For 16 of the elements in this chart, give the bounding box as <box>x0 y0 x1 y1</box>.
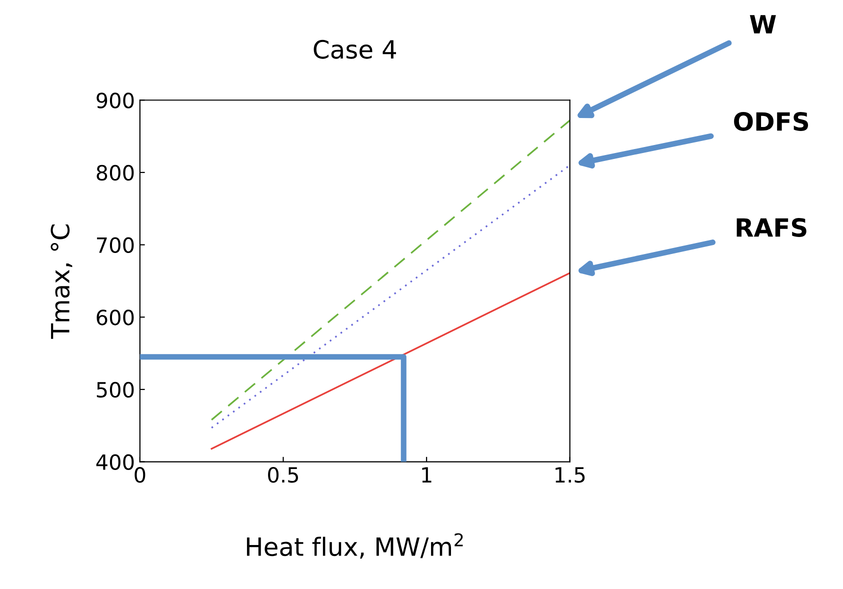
x-tick-label: 1 <box>422 467 432 482</box>
x-tick-label: 0.5 <box>268 467 298 483</box>
text: ODFS <box>734 112 808 131</box>
text: RAFS <box>736 218 806 237</box>
y-tick-label: 700 <box>97 237 134 253</box>
y-tick-label: 900 <box>96 92 134 108</box>
y-axis-title: Tmax, °C <box>50 224 72 339</box>
chart-title: Case 4 <box>314 40 396 59</box>
y-tick-label: 600 <box>96 310 134 326</box>
y-tick-label: 800 <box>96 164 134 181</box>
x-axis-title: Heat flux, MW/m$^{2}$ <box>246 533 463 559</box>
x-tick-label: 0 <box>134 467 146 483</box>
y-tick-label: 500 <box>96 382 134 398</box>
text: W <box>750 15 776 34</box>
x-tick-label: 1.5 <box>556 467 585 483</box>
y-tick-label: 400 <box>96 454 134 470</box>
